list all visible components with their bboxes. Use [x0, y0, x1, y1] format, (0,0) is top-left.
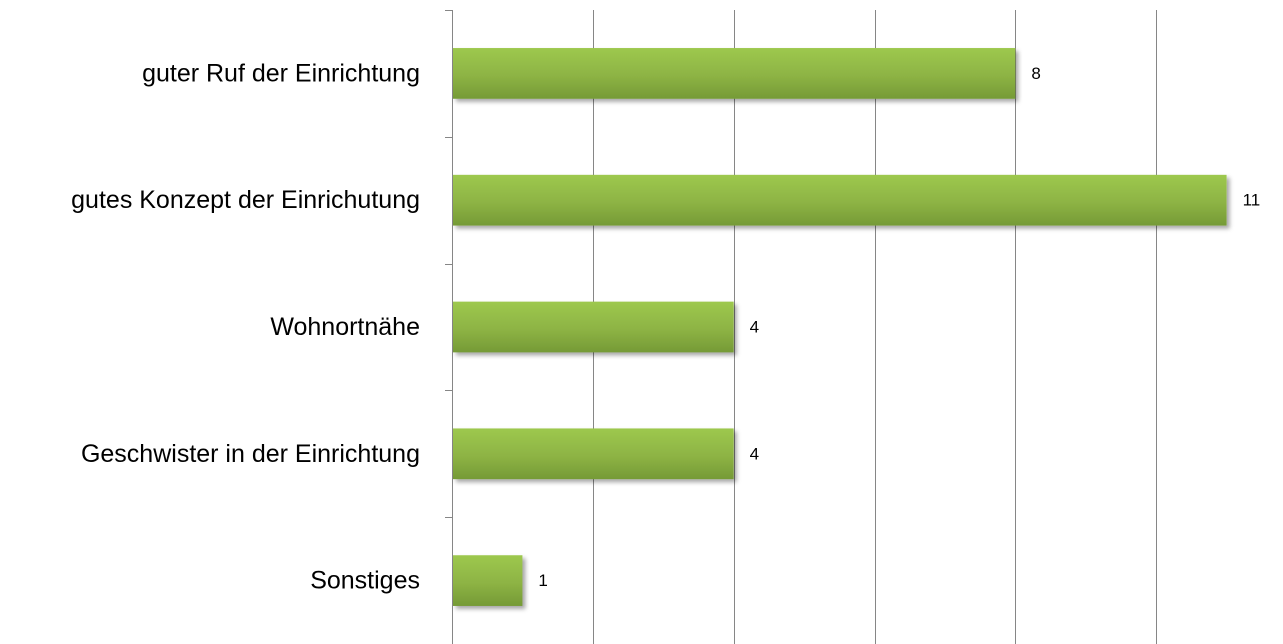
data-label: 8: [1031, 64, 1040, 83]
category-axis: [445, 10, 453, 644]
category-label: gutes Konzept der Einrichutung: [71, 186, 420, 214]
category-label: Geschwister in der Einrichtung: [81, 440, 420, 468]
bar: [453, 174, 1227, 226]
category-label: Sonstiges: [310, 567, 420, 595]
category-label: guter Ruf der Einrichtung: [142, 59, 420, 87]
data-label: 11: [1243, 191, 1261, 210]
bar: [453, 48, 1016, 99]
bar: [453, 428, 734, 480]
data-label: 4: [750, 318, 759, 337]
bar: [453, 555, 523, 606]
data-label: 1: [538, 571, 547, 590]
labels: guter Ruf der Einrichtung 8 gutes Konzept …: [71, 59, 1260, 594]
gridlines: [593, 10, 1157, 644]
category-label: Wohnortnähe: [270, 313, 420, 341]
bar: [453, 301, 734, 353]
data-label: 4: [750, 444, 759, 463]
bars: [453, 48, 1227, 606]
